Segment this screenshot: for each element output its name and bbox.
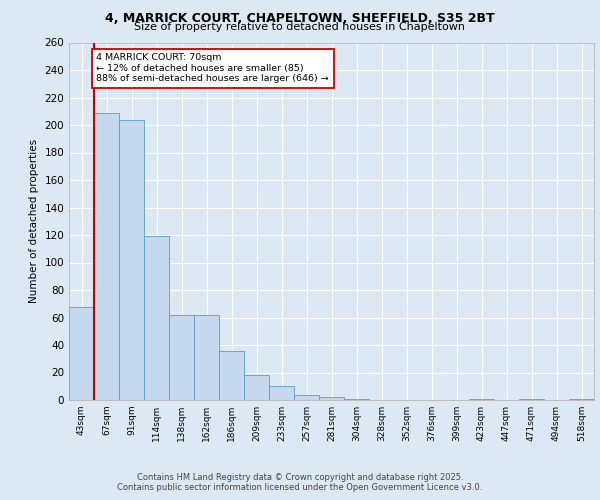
Bar: [119, 120, 144, 400]
Text: Size of property relative to detached houses in Chapeltown: Size of property relative to detached ho…: [134, 22, 466, 32]
Bar: [244, 375, 269, 400]
Bar: [269, 386, 294, 400]
Text: Contains HM Land Registry data © Crown copyright and database right 2025.
Contai: Contains HM Land Registry data © Crown c…: [118, 473, 482, 492]
Bar: [344, 398, 369, 400]
Bar: [519, 398, 544, 400]
Bar: [294, 394, 319, 400]
Bar: [569, 398, 594, 400]
Bar: [194, 315, 219, 400]
Y-axis label: Number of detached properties: Number of detached properties: [29, 139, 39, 304]
Text: 4, MARRICK COURT, CHAPELTOWN, SHEFFIELD, S35 2BT: 4, MARRICK COURT, CHAPELTOWN, SHEFFIELD,…: [105, 12, 495, 26]
Bar: [219, 350, 244, 400]
Text: 4 MARRICK COURT: 70sqm
← 12% of detached houses are smaller (85)
88% of semi-det: 4 MARRICK COURT: 70sqm ← 12% of detached…: [97, 54, 329, 84]
Bar: [94, 112, 119, 400]
Bar: [469, 398, 494, 400]
Bar: [319, 397, 344, 400]
Bar: [144, 236, 169, 400]
Bar: [169, 315, 194, 400]
Bar: [69, 306, 94, 400]
